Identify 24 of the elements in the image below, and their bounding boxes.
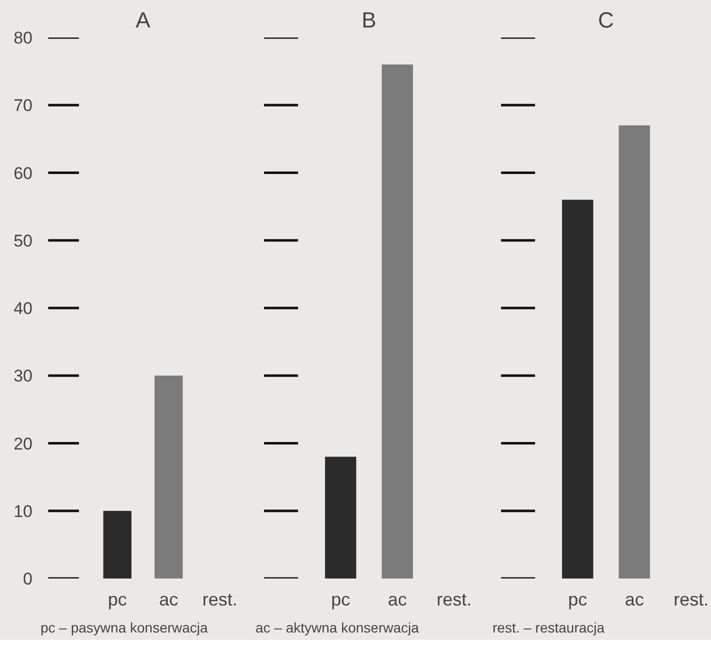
y-tick-label: 80 — [14, 28, 33, 48]
y-tick-label: 50 — [14, 231, 33, 250]
x-tick-label: ac — [159, 590, 178, 610]
x-tick-label: pc — [108, 590, 127, 610]
y-tick-label: 70 — [14, 96, 33, 116]
chart-title: A — [136, 8, 151, 32]
y-tick-label: 20 — [14, 434, 33, 454]
chart-title: C — [598, 8, 614, 32]
y-tick-label: 40 — [14, 299, 33, 318]
chart-title: B — [362, 8, 376, 32]
y-tick-label: 30 — [14, 366, 33, 386]
x-tick-label: rest. — [436, 590, 472, 610]
y-tick-label: 0 — [23, 570, 33, 588]
x-tick-label: rest. — [674, 590, 709, 610]
x-tick-label: ac — [624, 590, 644, 610]
y-tick-label: 10 — [14, 502, 33, 521]
x-tick-label: pc — [568, 590, 588, 610]
text: ac – aktywna konserwacja — [256, 620, 420, 636]
y-tick-label: 60 — [14, 164, 33, 183]
x-tick-label: pc — [331, 590, 350, 610]
text: pc – pasywna konserwacja — [40, 620, 208, 636]
x-tick-label: ac — [388, 590, 407, 610]
x-tick-label: rest. — [202, 590, 238, 610]
text: rest. – restauracja — [492, 620, 605, 636]
